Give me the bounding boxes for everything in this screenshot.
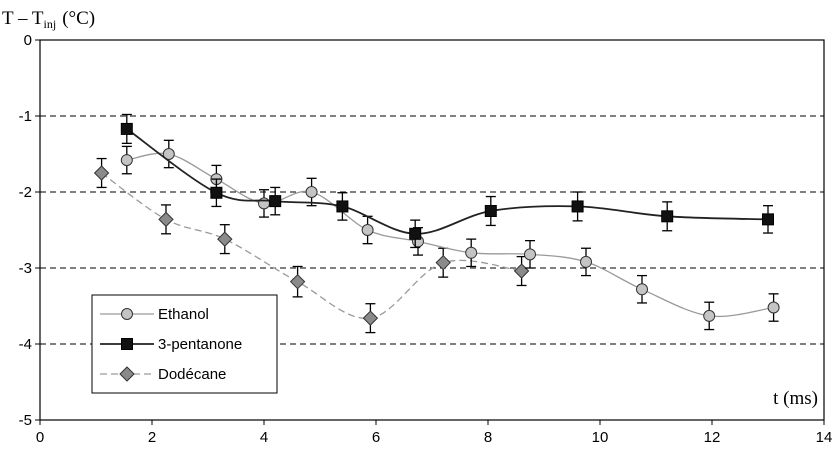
data-point-ethanol — [361, 224, 374, 236]
series-layer — [93, 113, 780, 334]
data-point-ethanol — [703, 309, 716, 322]
legend-marker — [121, 338, 133, 350]
ticks-layer: 0-1-2-3-4-50 2 4 6 8 10 12 14 — [19, 32, 833, 446]
legend-marker — [119, 366, 135, 382]
series-ethanol — [120, 139, 780, 331]
data-point-3-pentanone — [484, 205, 497, 217]
y-tick-label: -5 — [19, 412, 32, 429]
x-tick-label: 0 — [36, 429, 44, 446]
data-point-ethanol — [120, 154, 133, 167]
series-3-pentanone — [120, 113, 774, 249]
data-point-3-pentanone — [661, 210, 674, 223]
data-point-dod-cane — [158, 211, 174, 228]
data-point-ethanol — [465, 246, 478, 259]
data-point-dod-cane — [93, 165, 110, 181]
data-point-dod-cane — [513, 263, 530, 279]
y-tick-label: -2 — [19, 184, 32, 201]
data-point-3-pentanone — [409, 227, 422, 240]
data-point-ethanol — [258, 197, 270, 210]
data-point-3-pentanone — [120, 122, 133, 135]
data-point-3-pentanone — [571, 200, 584, 213]
data-point-ethanol — [767, 301, 780, 314]
data-point-3-pentanone — [269, 195, 282, 208]
x-tick-label: 4 — [260, 429, 268, 446]
x-tick-label: 10 — [592, 429, 609, 446]
legend-item-dod-cane: Dodécane — [100, 366, 226, 383]
y-axis-label: T – Tinj (°C) — [2, 8, 95, 31]
data-point-3-pentanone — [336, 200, 349, 213]
legend-label: Dodécane — [158, 366, 226, 383]
x-tick-label: 14 — [816, 429, 833, 446]
x-tick-label: 2 — [148, 429, 156, 446]
data-point-dod-cane — [362, 310, 379, 326]
data-point-ethanol — [580, 255, 592, 268]
legend-item-ethanol: Ethanol — [100, 306, 209, 323]
legend-label: Ethanol — [158, 306, 209, 323]
data-point-3-pentanone — [210, 186, 223, 199]
x-tick-label: 6 — [372, 429, 380, 446]
data-point-ethanol — [636, 283, 648, 296]
legend: Ethanol 3-pentanone Dodécane — [91, 294, 278, 394]
y-tick-label: 0 — [24, 32, 32, 49]
data-point-dod-cane — [435, 254, 451, 271]
plot-frame — [39, 39, 825, 421]
legend-marker — [121, 308, 133, 320]
data-point-dod-cane — [217, 231, 233, 247]
legend-item-3-pentanone: 3-pentanone — [100, 336, 242, 353]
data-point-dod-cane — [289, 273, 306, 290]
y-tick-label: -1 — [19, 108, 32, 125]
legend-label: 3-pentanone — [158, 336, 242, 353]
x-tick-label: 8 — [484, 429, 492, 446]
x-axis-label: t (ms) — [773, 388, 818, 409]
x-tick-label: 12 — [704, 429, 721, 446]
y-tick-label: -3 — [19, 260, 32, 277]
data-point-ethanol — [162, 148, 175, 160]
data-point-ethanol — [524, 248, 536, 261]
data-point-3-pentanone — [762, 213, 774, 226]
y-tick-label: -4 — [19, 336, 32, 353]
data-point-ethanol — [305, 186, 318, 198]
axes-layer — [39, 39, 825, 421]
